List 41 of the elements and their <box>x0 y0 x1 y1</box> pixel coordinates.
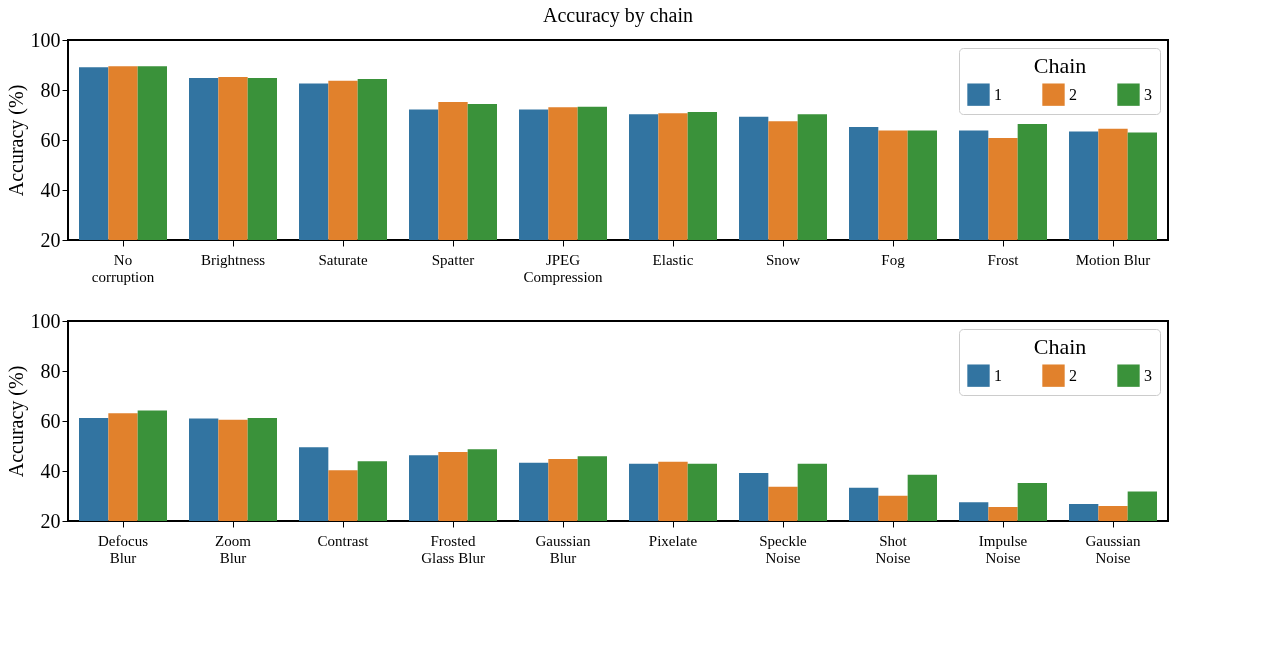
legend-label: 1 <box>994 366 1002 384</box>
x-tick-label: Impulse Noise <box>978 532 1028 566</box>
x-tick-label: Brightness <box>200 251 266 268</box>
legend-title: Chain <box>1033 53 1087 78</box>
y-tick-label: 60 <box>40 409 61 432</box>
x-tick-label: Fog <box>881 251 906 268</box>
y-tick-label: 60 <box>40 128 61 151</box>
y-tick-label: 100 <box>30 309 61 332</box>
y-tick-label: 80 <box>40 78 61 101</box>
x-tick-label: Saturate <box>318 251 368 268</box>
legend-label: 2 <box>1069 366 1077 384</box>
y-tick-label: 20 <box>40 228 61 251</box>
x-tick-label: Defocus Blur <box>98 532 149 566</box>
y-tick-label: 20 <box>40 509 61 532</box>
legend-title: Chain <box>1033 334 1087 359</box>
legend-label: 3 <box>1144 85 1152 103</box>
x-tick-label: Zoom Blur <box>215 532 252 566</box>
x-tick-label: JPEG Compression <box>523 251 604 285</box>
x-tick-label: Gaussian Noise <box>1085 532 1141 566</box>
x-tick-label: No corruption <box>91 251 155 285</box>
x-tick-label: Frosted Glass Blur <box>421 532 485 566</box>
legend-label: 1 <box>994 85 1002 103</box>
x-tick-label: Pixelate <box>648 532 698 549</box>
y-tick-label: 40 <box>40 178 61 201</box>
chart-title: Accuracy by chain <box>543 4 693 27</box>
x-tick-label: Spatter <box>431 251 475 268</box>
x-tick-label: Motion Blur <box>1075 251 1151 268</box>
x-tick-label: Gaussian Blur <box>535 532 591 566</box>
y-axis-title: Accuracy (%) <box>4 84 28 197</box>
x-tick-label: Frost <box>987 251 1020 268</box>
x-tick-label: Speckle Noise <box>759 532 808 566</box>
x-tick-label: Snow <box>765 251 801 268</box>
y-axis-title: Accuracy (%) <box>4 365 28 478</box>
y-tick-label: 40 <box>40 459 61 482</box>
y-tick-label: 80 <box>40 359 61 382</box>
x-tick-label: Shot Noise <box>875 532 911 566</box>
legend-label: 2 <box>1069 85 1077 103</box>
y-tick-label: 100 <box>30 28 61 51</box>
x-tick-label: Contrast <box>317 532 370 549</box>
legend-label: 3 <box>1144 366 1152 384</box>
x-tick-label: Elastic <box>652 251 694 268</box>
